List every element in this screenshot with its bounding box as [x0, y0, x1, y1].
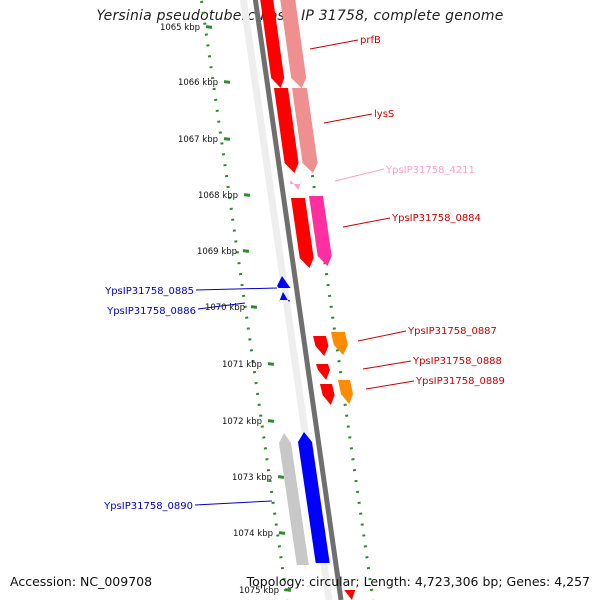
gene-label-YpsIP31758_0890: YpsIP31758_0890 — [103, 501, 193, 512]
bottom-continuing-cds-block — [343, 590, 356, 600]
gene-YpsIP31758_4211-block — [290, 180, 302, 190]
cds-YpsIP31758_0887-block — [313, 336, 329, 356]
axis-tick-label: 1075 kbp — [239, 586, 279, 596]
gene-label-YpsIP31758_0886: YpsIP31758_0886 — [106, 306, 196, 317]
cds-prfB-block — [260, 0, 285, 88]
axis-tick-label: 1071 kbp — [222, 360, 262, 370]
gene-label-leader — [323, 113, 373, 124]
axis-tick-mark — [205, 25, 213, 29]
gene-label-prfB: prfB — [360, 35, 381, 46]
axis-tick-mark — [277, 475, 285, 479]
gene-label-leader — [334, 168, 385, 182]
cds-YpsIP31758_0886-block — [279, 292, 291, 302]
cds-YpsIP31758_0890-shadow-block — [279, 433, 309, 565]
cds-YpsIP31758_0888-block — [316, 364, 330, 380]
genome-title: Yersinia pseudotuberculosis IP 31758, co… — [96, 8, 504, 24]
cds-YpsIP31758_0884-block — [291, 198, 314, 268]
gene-label-YpsIP31758_0888: YpsIP31758_0888 — [412, 356, 502, 367]
cds-YpsIP31758_0889-companion-block — [338, 380, 353, 404]
inner-dotted-track — [285, 0, 375, 600]
axis-tick-label: 1073 kbp — [232, 473, 272, 483]
backbone-axis — [252, 0, 344, 600]
axis-tick-label: 1074 kbp — [233, 529, 273, 539]
axis-tick-mark — [223, 80, 231, 84]
cds-lysS-companion-block — [292, 88, 318, 173]
axis-tick-mark — [243, 193, 251, 197]
gene-label-YpsIP31758_0884: YpsIP31758_0884 — [391, 213, 481, 224]
gene-label-YpsIP31758_4211: YpsIP31758_4211 — [385, 165, 475, 176]
axis-tick-label: 1069 kbp — [197, 247, 237, 257]
axis-tick-mark — [278, 531, 286, 535]
outer-dotted-track — [199, 0, 289, 600]
gene-label-leader — [342, 217, 391, 228]
accession-text: Accession: NC_009708 — [10, 574, 153, 589]
axis-tick-label: 1068 kbp — [198, 191, 238, 201]
cds-YpsIP31758_0885-block — [277, 276, 291, 288]
gene-label-YpsIP31758_0885: YpsIP31758_0885 — [104, 286, 194, 297]
axis-tick-label: 1067 kbp — [178, 135, 218, 145]
gene-label-YpsIP31758_0889: YpsIP31758_0889 — [415, 376, 505, 387]
gene-label-leader — [365, 380, 415, 390]
gene-label-YpsIP31758_0887: YpsIP31758_0887 — [407, 326, 497, 337]
axis-tick-mark — [267, 362, 275, 366]
gene-label-leader — [362, 360, 412, 370]
cds-YpsIP31758_0890-block — [298, 432, 330, 563]
axis-tick-label: 1072 kbp — [222, 417, 262, 427]
cds-YpsIP31758_0889-block — [320, 384, 335, 405]
gene-label-leader — [197, 302, 246, 310]
axis-tick-label: 1070 kbp — [205, 303, 245, 313]
axis-tick-label: 1066 kbp — [178, 78, 218, 88]
genome-summary-text: Topology: circular; Length: 4,723,306 bp… — [246, 574, 590, 589]
gene-label-leader — [194, 500, 273, 506]
cds-YpsIP31758_0887-companion-block — [331, 332, 348, 355]
axis-tick-label: 1065 kbp — [160, 23, 200, 33]
axis-tick-mark — [223, 137, 231, 141]
cds-YpsIP31758_0884-companion-block — [309, 196, 332, 266]
axis-tick-mark — [250, 305, 258, 309]
cds-prfB-companion-block — [280, 0, 307, 88]
gene-label-leader — [195, 287, 278, 291]
gene-label-lysS: lysS — [374, 109, 394, 120]
axis-tick-mark — [242, 249, 250, 253]
cds-lysS-block — [274, 88, 299, 173]
gene-label-leader — [357, 330, 407, 342]
gene-label-leader — [309, 39, 359, 50]
axis-tick-mark — [284, 588, 292, 592]
axis-tick-mark — [267, 419, 275, 423]
